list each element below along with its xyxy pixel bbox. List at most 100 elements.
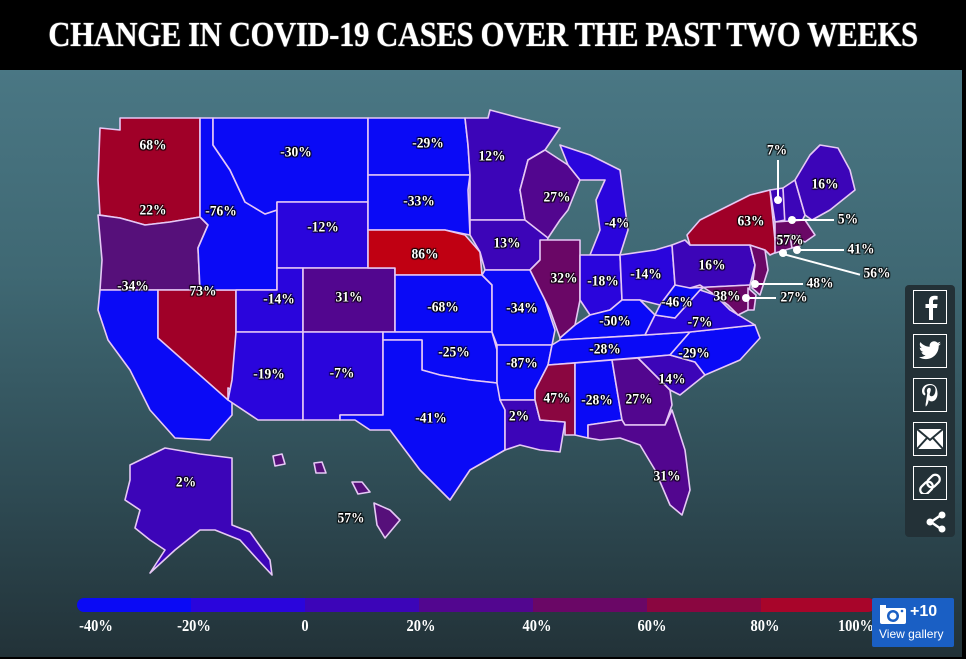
legend-tick: 20% — [406, 616, 436, 635]
state-label-ga: 27% — [625, 391, 653, 408]
hawaii-island-oahu — [313, 461, 327, 474]
map-panel: 68% 22% -34% 73% -76% -30% -12% -14% 31%… — [0, 70, 962, 657]
twitter-icon — [919, 341, 941, 360]
callout-label-nh: 5% — [837, 211, 859, 228]
leader-line-ma — [797, 249, 844, 251]
state-label-in: -18% — [587, 273, 619, 290]
state-maine — [794, 144, 856, 221]
state-label-pa: 16% — [698, 257, 726, 274]
callout-label-ma: 41% — [847, 241, 875, 258]
share-twitter-button[interactable] — [913, 334, 947, 368]
state-alaska — [124, 447, 273, 576]
callout-label-ri: 56% — [863, 265, 891, 282]
state-label-nm: -7% — [329, 365, 355, 382]
leader-dot-nh — [788, 216, 796, 224]
state-label-mt: -30% — [280, 144, 312, 161]
state-label-il: 32% — [550, 270, 578, 287]
leader-dot-nj — [751, 280, 759, 288]
state-oregon — [97, 214, 209, 291]
state-label-ar: -87% — [506, 355, 538, 372]
legend-tick: 60% — [637, 616, 667, 635]
state-label-co: 31% — [335, 289, 363, 306]
leader-dot-ma — [793, 246, 801, 254]
legend-tick: -20% — [177, 616, 211, 635]
state-label-tx: -41% — [415, 410, 447, 427]
state-label-nv: 73% — [189, 283, 217, 300]
state-label-az: -19% — [253, 366, 285, 383]
state-texas — [339, 339, 506, 501]
state-label-oh: -14% — [630, 266, 662, 283]
leader-line-vt — [777, 160, 779, 200]
hawaii-island-kauai — [272, 453, 286, 467]
state-label-ms: 47% — [543, 390, 571, 407]
legend-swatch — [647, 598, 761, 612]
legend-ticks: -40% -20% 0 20% 40% 60% 80% 100% — [0, 616, 962, 638]
state-label-wa: 68% — [139, 137, 167, 154]
title-bar: CHANGE IN COVID-19 CASES OVER THE PAST T… — [0, 0, 966, 70]
legend-tick: 0 — [301, 616, 309, 635]
state-label-ca: -34% — [117, 278, 149, 295]
share-pinterest-button[interactable] — [913, 378, 947, 412]
state-label-al: -28% — [581, 392, 613, 409]
share-email-button[interactable] — [913, 422, 947, 456]
state-label-md: 38% — [713, 288, 741, 305]
email-icon — [916, 428, 944, 450]
state-label-ak: 2% — [175, 474, 197, 491]
legend-swatch — [191, 598, 305, 612]
page-title: CHANGE IN COVID-19 CASES OVER THE PAST T… — [48, 15, 918, 54]
state-label-id: -76% — [205, 203, 237, 220]
legend-swatch — [761, 598, 875, 612]
camera-icon — [880, 605, 906, 624]
state-label-wi: 27% — [543, 189, 571, 206]
state-label-va: -7% — [687, 314, 713, 331]
legend-tick: 40% — [522, 616, 552, 635]
facebook-icon — [925, 295, 938, 320]
us-map — [97, 109, 856, 576]
hawaii-island-maui — [351, 481, 371, 495]
gallery-count: +10 — [910, 603, 938, 620]
leader-line-nh — [792, 219, 834, 221]
state-label-ne: 86% — [411, 246, 439, 263]
state-label-la: 2% — [508, 408, 530, 425]
state-florida — [587, 409, 691, 516]
legend-swatch — [533, 598, 647, 612]
share-more-button[interactable] — [925, 511, 947, 533]
state-label-or: 22% — [139, 202, 167, 219]
leader-line-nj — [755, 283, 803, 285]
state-label-ny: 63% — [737, 213, 765, 230]
state-michigan — [559, 144, 629, 256]
legend-swatch — [419, 598, 533, 612]
pinterest-icon — [922, 384, 938, 407]
legend-swatch — [305, 598, 419, 612]
state-label-hi: 57% — [337, 510, 365, 527]
state-label-mo: -34% — [506, 300, 538, 317]
callout-label-vt: 7% — [766, 142, 788, 159]
share-facebook-button[interactable] — [913, 290, 947, 324]
callout-label-de: 27% — [780, 289, 808, 306]
state-label-nd: -29% — [412, 135, 444, 152]
legend-tick: 80% — [750, 616, 780, 635]
callout-label-nj: 48% — [806, 275, 834, 292]
state-label-fl: 31% — [653, 468, 681, 485]
leader-dot-ri — [779, 249, 787, 257]
state-label-ia: 13% — [493, 235, 521, 252]
legend-tick: -40% — [79, 616, 113, 635]
state-label-ut: -14% — [263, 291, 295, 308]
state-delaware — [747, 287, 757, 311]
state-label-sc: 14% — [658, 371, 686, 388]
state-label-wv: -46% — [661, 294, 693, 311]
hawaii-island-big — [373, 502, 401, 539]
leader-dot-de — [742, 294, 750, 302]
legend-swatch — [77, 598, 191, 612]
share-copy-link-button[interactable] — [913, 466, 947, 500]
view-gallery-button[interactable]: +10 View gallery — [872, 598, 954, 647]
state-rhode-island — [789, 234, 801, 249]
color-legend — [77, 598, 875, 612]
state-label-tn: -28% — [589, 341, 621, 358]
state-label-ky: -50% — [599, 313, 631, 330]
link-icon — [919, 473, 941, 494]
state-label-nc: -29% — [678, 345, 710, 362]
state-label-ks: -68% — [427, 299, 459, 316]
state-label-mi: -4% — [604, 215, 630, 232]
legend-tick: 100% — [837, 616, 875, 635]
